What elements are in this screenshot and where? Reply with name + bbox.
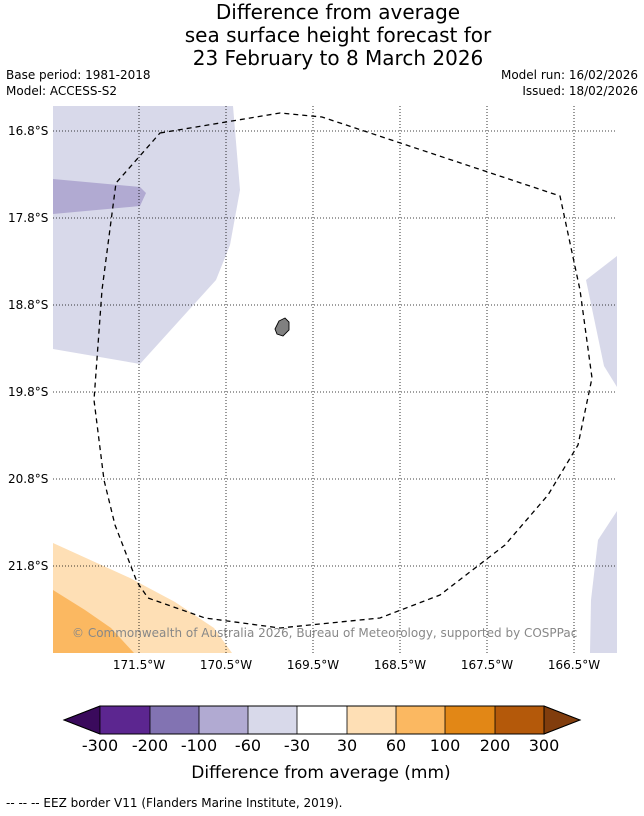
model-run: Model run: 16/02/2026 (500, 68, 638, 82)
lat-label: 20.8°S (8, 472, 48, 486)
model-name: Model: ACCESS-S2 (6, 84, 118, 98)
anomaly-region-negative-strong (53, 179, 146, 214)
copyright-notice: © Commonwealth of Australia 2026, Bureau… (72, 626, 577, 640)
graticule (53, 106, 617, 653)
lon-label: 170.5°W (200, 658, 252, 672)
colorbar-bin (248, 706, 297, 734)
lon-label: 167.5°W (461, 658, 513, 672)
colorbar-bin (396, 706, 445, 734)
title-line-3: 23 February to 8 March 2026 (192, 46, 484, 70)
longitude-labels: 171.5°W 170.5°W 169.5°W 168.5°W 167.5°W … (113, 658, 600, 672)
colorbar-tick-label: -100 (181, 736, 217, 755)
colorbar-bin (495, 706, 544, 734)
title-line-2: sea surface height forecast for (184, 23, 492, 47)
colorbar-tick-label: 30 (337, 736, 357, 755)
map-panel: © Commonwealth of Australia 2026, Bureau… (53, 106, 617, 653)
colorbar-tick-label: 200 (480, 736, 511, 755)
lon-label: 168.5°W (374, 658, 426, 672)
anomaly-region-negative-east-north (586, 256, 617, 387)
colorbar-tick-label: -300 (82, 736, 118, 755)
anomaly-region-negative-east-south (590, 511, 617, 653)
lat-label: 19.8°S (8, 385, 48, 399)
colorbar-bin (100, 706, 150, 734)
lat-label: 18.8°S (8, 298, 48, 312)
meta-right: Model run: 16/02/2026 Issued: 18/02/2026 (501, 67, 638, 99)
lon-label: 169.5°W (287, 658, 339, 672)
colorbar-tick-label: 60 (386, 736, 406, 755)
colorbar-extend-low (62, 705, 101, 735)
lon-label: 166.5°W (548, 658, 600, 672)
colorbar-bin (150, 706, 199, 734)
anomaly-region-negative-west (53, 106, 240, 364)
colorbar-bin (297, 706, 347, 734)
title-line-1: Difference from average (215, 0, 461, 24)
meta-left: Base period: 1981-2018 Model: ACCESS-S2 (6, 67, 151, 99)
colorbar-bin (347, 706, 396, 734)
lat-label: 17.8°S (8, 211, 48, 225)
colorbar-tick-label: -200 (132, 736, 168, 755)
issued-date: Issued: 18/02/2026 (522, 84, 638, 98)
colorbar-tick-label: 300 (529, 736, 560, 755)
eez-boundary (93, 112, 593, 629)
colorbar-title: Difference from average (mm) (191, 763, 450, 783)
latitude-labels: 16.8°S 17.8°S 18.8°S 19.8°S 20.8°S 21.8°… (8, 124, 48, 573)
colorbar-tick-label: -60 (235, 736, 261, 755)
colorbar-tick-label: -30 (284, 736, 310, 755)
lat-label: 16.8°S (8, 124, 48, 138)
anomaly-fields (53, 106, 617, 653)
colorbar-dividers (99, 706, 545, 734)
map-title: Difference from average sea surface heig… (0, 1, 644, 70)
anomaly-region-positive-moderate (53, 590, 134, 653)
colorbar-extend-high (543, 705, 582, 735)
colorbar: -300 -200 -100 -60 -30 30 60 100 200 300… (62, 705, 582, 783)
colorbar-tick-label: 100 (430, 736, 461, 755)
eez-footnote: -- -- -- EEZ border V11 (Flanders Marine… (6, 796, 343, 810)
colorbar-bin (199, 706, 248, 734)
colorbar-bin (445, 706, 495, 734)
island-niue (274, 317, 290, 337)
lon-label: 171.5°W (113, 658, 165, 672)
base-period: Base period: 1981-2018 (6, 68, 151, 82)
lat-label: 21.8°S (8, 559, 48, 573)
